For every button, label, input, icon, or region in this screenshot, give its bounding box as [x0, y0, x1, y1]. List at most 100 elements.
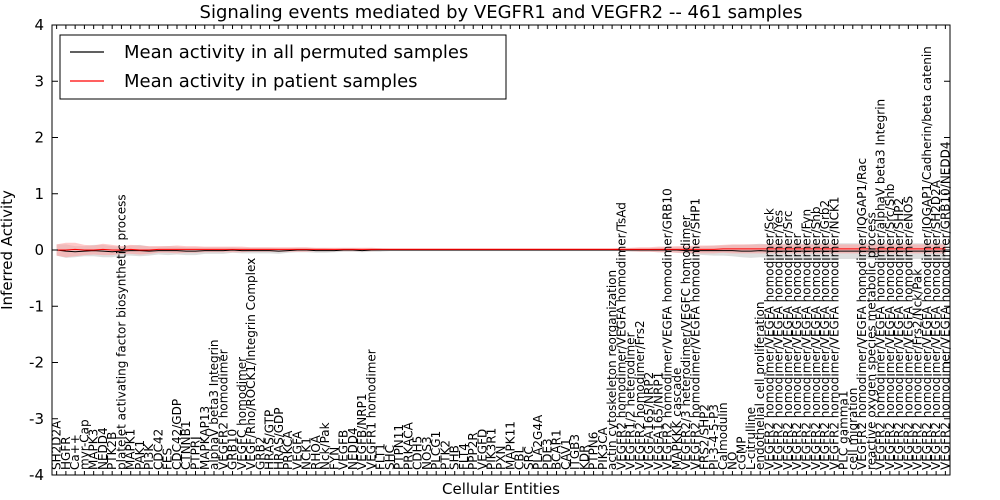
y-tick-label: -2 [29, 354, 44, 372]
legend: Mean activity in all permuted samples Mea… [59, 34, 507, 100]
x-tick-label: CAV1 [559, 438, 573, 470]
x-tick-label: PLCG1 [429, 431, 443, 470]
x-tick-label: VEGFR2 homodimer/VEGFA homodimer [790, 233, 804, 470]
x-tick-label: VEGFR2 homodimer/VEGFA homodimer/SH2D2A [929, 179, 943, 470]
x-tick-label: CDC42/GDP [170, 399, 184, 470]
x-tick-label: VEGFR1/2 heterodimer [624, 332, 638, 470]
x-tick-label: PTK2B [105, 432, 119, 470]
x-tick-label: PPP2R [466, 432, 480, 470]
y-tick-label: 3 [34, 72, 44, 90]
x-tick-label: NCK1 [300, 437, 314, 470]
x-tick-label: HGFR [59, 436, 73, 470]
x-tick-label: VEGFR2 homodimer [216, 349, 230, 470]
x-tick-label: HRAS/GDP [272, 407, 286, 470]
x-tick-label: VEGFR2 homodimer/VEGFA homodimer/IQGAP1/… [920, 46, 934, 470]
line-series-0 [56, 249, 946, 253]
legend-box [59, 34, 507, 100]
x-tick-label: VEGFR2 homodimer/VEGFA homodimer/TsAd [614, 202, 628, 470]
x-tick-label: alphaV beta3 Integrin [207, 339, 221, 470]
x-tick-label: Calmodulin [716, 402, 730, 470]
x-tick-label: KDR [577, 445, 591, 470]
x-tick-label: PRKACA [401, 421, 415, 470]
x-tick-label: GRB2 [253, 436, 267, 470]
x-tick-label: CDH5 [411, 436, 425, 470]
x-tick-label: L-citrulline [744, 407, 758, 470]
x-tick-label: VEGFR2 homodimer/VEGFA homodimer/eNOS [901, 196, 915, 470]
x-tick-label: reactive oxygen species metabolic proces… [864, 212, 878, 470]
x-tick-label: VEGFR2 homodimer/VEGFA homodimer/SHP1 [688, 198, 702, 470]
y-tick-label: 0 [34, 241, 44, 259]
x-tick-label: FLT1 [374, 443, 388, 470]
x-tick-label: PTPN11 [392, 424, 406, 470]
x-tick-label: PRKCA [281, 430, 295, 470]
x-tick-label: CDC42 [152, 429, 166, 470]
x-tick-label: MAPK1 [124, 429, 138, 470]
x-tick-label: VEGFR2 homodimer/VEGFA homodimer/Src/Shb [883, 184, 897, 470]
x-tick-label: GRB10 [226, 429, 240, 470]
x-tick-label: Nck/Pak [318, 422, 332, 470]
x-tick-label: VEGFR2 homodimer/VEGFA homodimer/SHP2 [892, 198, 906, 470]
y-tick-label: 2 [34, 129, 44, 147]
x-tick-label: RHOA [309, 434, 323, 470]
x-tick-label: PIK3CA [596, 426, 610, 470]
x-tick-label: VEGFR2 homodimer/Frs2 [633, 320, 647, 470]
x-tick-label: cell migration [846, 388, 860, 470]
x-tick-label: MAPKAP13 [198, 406, 212, 470]
axis-ticks: -4 -3 -2 -1 0 1 2 3 4 [29, 16, 950, 484]
x-tick-label: ITGB3 [568, 434, 582, 470]
x-tick-label: PLC gamma1 [837, 391, 851, 470]
x-tick-label: NOS3 [420, 436, 434, 470]
x-tick-label: NEDD4 [346, 427, 360, 470]
x-tick-label: cGMP [735, 437, 749, 471]
x-tick-label: VEGF/Rho/ROCK1/Integrin Complex [244, 258, 258, 470]
x-tick-label: NO [725, 452, 739, 470]
x-tick-label: VEGFC homodimer [235, 357, 249, 470]
x-tick-label: VEGFR2 homodimer/VEGFA homodimer/Src [781, 210, 795, 470]
x-tick-label: PI3K [142, 443, 156, 470]
y-tick-label: 4 [34, 16, 44, 34]
x-tick-label: VEGFA165/NRP2 [642, 372, 656, 470]
x-tick-label: VEGFR2 homodimer/VEGFA homodimer/Shb [809, 207, 823, 471]
x-tick-label: VEGFR2 homodimer/VEGFA homodimer/Yes [772, 210, 786, 470]
x-tick-label: PLA2G4A [531, 414, 545, 470]
x-tick-labels: SH2D2AHGFRCa++myr-CapMAPK3NEDD4PTK2Bplat… [50, 46, 953, 470]
x-tick-label: VEGFR2 homodimer/VEGFA homodimer/Grb2 [818, 200, 832, 470]
line-series-1 [56, 248, 946, 251]
x-tick-label: FES [161, 448, 175, 470]
y-tick-label: -4 [29, 466, 44, 484]
x-tick-label: FLT4 [457, 443, 471, 470]
x-tick-label: VEGFR1 homodimer [364, 349, 378, 470]
legend-label-0: Mean activity in all permuted samples [124, 42, 468, 63]
x-tick-label: VEGFB [337, 430, 351, 470]
x-tick-label: VEGFR2 homodimer/VEGFA homodimer/Sck [763, 208, 777, 470]
x-tick-label: platelet activating factor biosynthetic … [114, 194, 128, 470]
x-tick-label: VEGFR2 homodimer/VEGFA homodimer/GRB10 [661, 188, 675, 470]
x-axis-label: Cellular Entities [442, 480, 560, 498]
x-tick-label: PTPRJ [189, 436, 203, 470]
x-tick-label: VEGFR2 homodimer/VEGFA homodimer/GRB10/N… [938, 141, 952, 470]
x-tick-label: VEGFA165/NRP1 [651, 372, 665, 470]
x-tick-label: FYN [327, 447, 341, 470]
x-tick-label: SHB [448, 445, 462, 470]
y-tick-label: -3 [29, 410, 44, 428]
x-tick-label: SRC [522, 446, 536, 470]
x-tick-label: endothelial cell proliferation [753, 302, 767, 470]
x-tick-label: PTPN6 [587, 432, 601, 470]
x-tick-label: MAPKKK cascade [670, 368, 684, 470]
x-tick-label: myr-Cap [77, 419, 91, 470]
legend-label-1: Mean activity in patient samples [124, 71, 418, 92]
plot-frame [51, 24, 951, 476]
x-tick-label: PI-3-4-5-P3 [707, 404, 721, 470]
x-tick-label: SHC [383, 445, 397, 470]
x-tick-label: PDE3 [540, 438, 554, 470]
x-tick-label: VEGFR2 homodimer/Frs2/Nck/Pak [911, 269, 925, 470]
chart-title: Signaling events mediated by VEGFR1 and … [200, 2, 803, 23]
x-tick-label: PXN [494, 446, 508, 470]
x-tick-label: MAPK11 [503, 421, 517, 470]
x-tick-label: VEGFR2 homodimer/VEGFA homodimer/Fyn [800, 209, 814, 470]
x-tick-label: CTNNB1 [179, 420, 193, 470]
x-tick-label: VEGFR2 homodimer/VEGFA homodimer/NCK1 [827, 196, 841, 470]
x-tick-label: actin cytoskeleton reorganization [605, 270, 619, 470]
x-tick-label: VEGFA [290, 430, 304, 470]
